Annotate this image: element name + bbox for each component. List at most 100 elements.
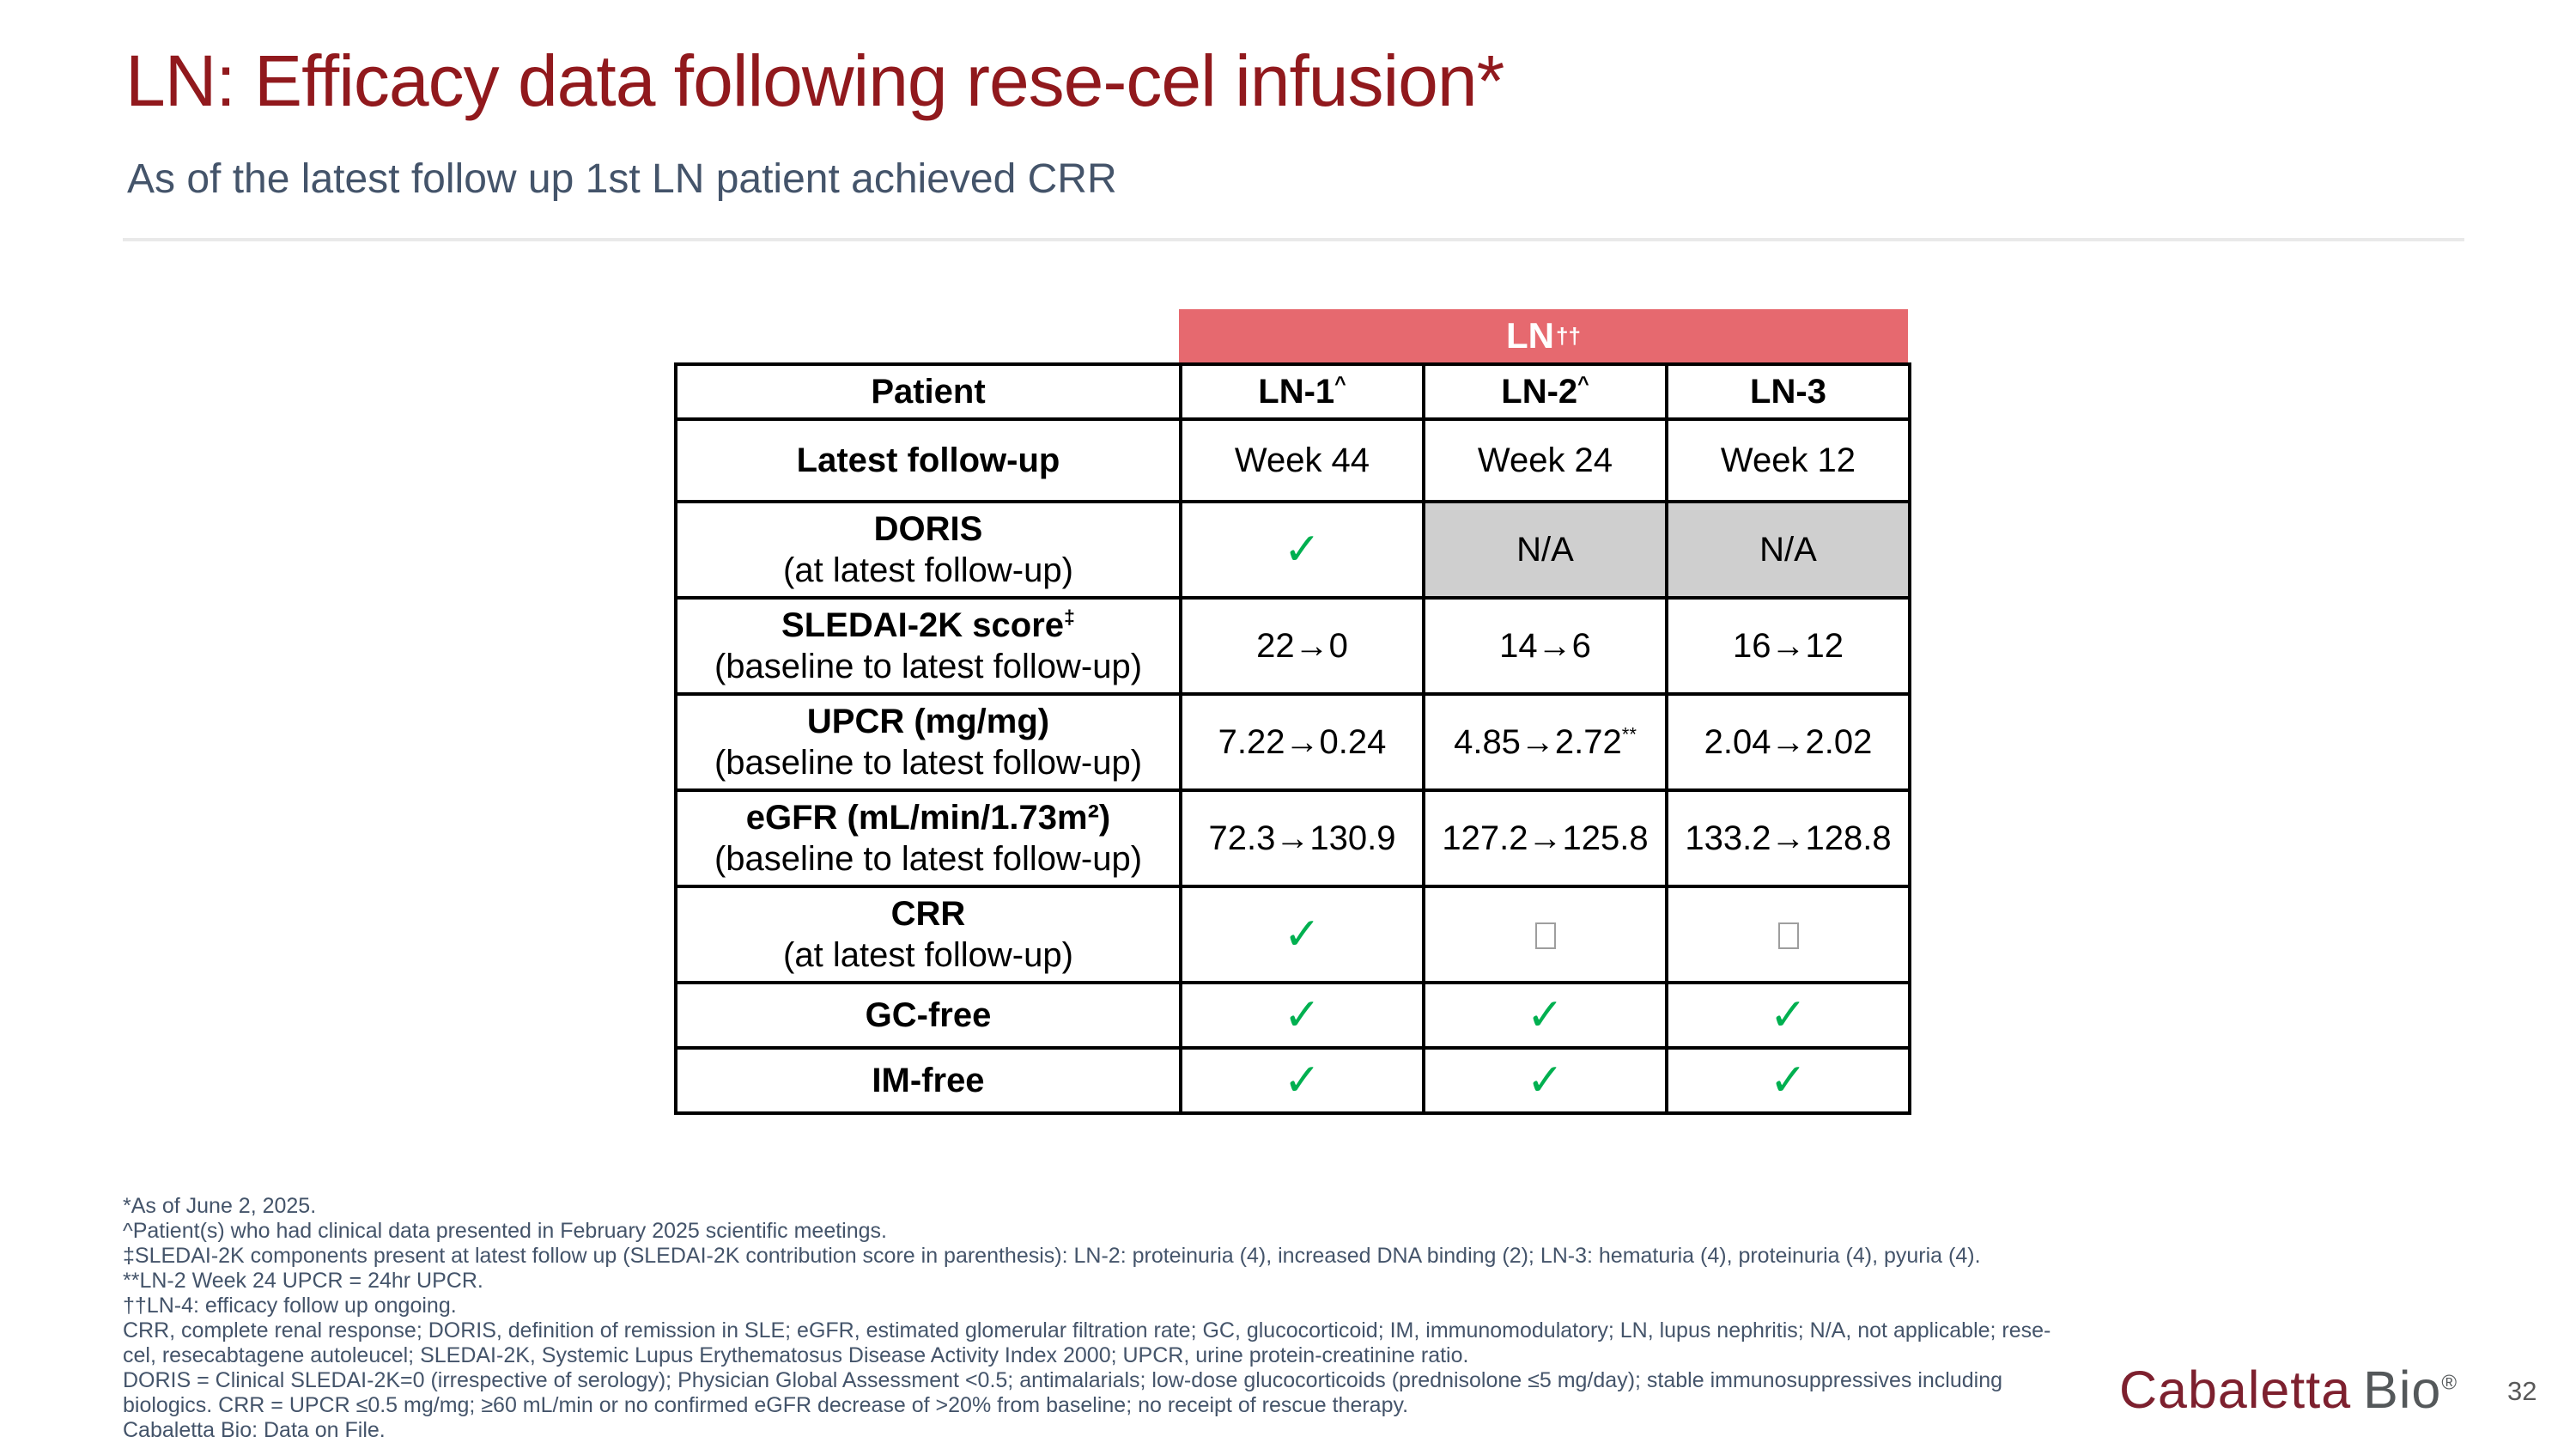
logo-text-cabaletta: Cabaletta (2119, 1361, 2352, 1419)
row-label-text: eGFR (mL/min/1.73m²) (745, 799, 1111, 837)
col-header-superscript: ^ (1577, 372, 1589, 395)
row-label-cell: GC-free (674, 981, 1182, 1050)
row-label-superscript: ‡ (1064, 606, 1075, 629)
row-label-cell: IM-free (674, 1046, 1182, 1115)
data-value: Week 44 (1234, 441, 1370, 479)
row-label: UPCR (mg/mg) (684, 701, 1172, 742)
footnote-line: ‡SLEDAI-2K components present at latest … (123, 1244, 1981, 1268)
row-label-text: SLEDAI-2K score (781, 606, 1065, 644)
data-value: 2.04→2.02 (1704, 722, 1873, 761)
table-row: IM-free ✓ ✓ ✓ (674, 1046, 1911, 1115)
data-cell: 133.2→128.8 (1665, 788, 1911, 888)
col-header-ln-2: LN-2^ (1422, 362, 1668, 421)
row-label-cell: SLEDAI-2K score‡ (baseline to latest foll… (674, 596, 1182, 696)
banner-label: LN (1506, 315, 1555, 356)
data-cell: ✓ (1179, 885, 1425, 984)
data-cell: 7.22→0.24 (1179, 692, 1425, 792)
row-label-text: DORIS (873, 510, 983, 548)
data-value: 22→0 (1256, 626, 1348, 665)
footnote-line: ††LN-4: efficacy follow up ongoing. (123, 1294, 457, 1318)
table-row: UPCR (mg/mg) (baseline to latest follow-u… (674, 692, 1911, 792)
table-row: DORIS (at latest follow-up) ✓ N/A N/A (674, 500, 1911, 600)
checkmark-icon: ✓ (1526, 989, 1564, 1041)
row-label-cell: DORIS (at latest follow-up) (674, 500, 1182, 600)
data-cell: 14→6 (1422, 596, 1668, 696)
footnote-line: **LN-2 Week 24 UPCR = 24hr UPCR. (123, 1269, 483, 1293)
col-header-label: LN-1 (1258, 372, 1335, 411)
col-header-superscript: ^ (1334, 372, 1346, 395)
col-header-label: LN-3 (1750, 372, 1826, 411)
table-row: Latest follow-up Week 44 Week 24 Week 12 (674, 417, 1911, 503)
footnotes: *As of June 2, 2025. ^Patient(s) who had … (123, 1194, 2050, 1443)
page-number: 32 (2507, 1376, 2537, 1406)
row-label: eGFR (mL/min/1.73m²) (684, 797, 1172, 838)
table-banner-ln: LN †† (1179, 309, 1908, 362)
footnote-line: cel, resecabtagene autoleucel; SLEDAI-2K… (123, 1343, 1469, 1367)
empty-box-icon (1534, 922, 1556, 950)
checkmark-icon: ✓ (1526, 1054, 1564, 1106)
row-label-text: GC-free (865, 996, 992, 1034)
data-cell: 127.2→125.8 (1422, 788, 1668, 888)
footnote-line: ^Patient(s) who had clinical data presen… (123, 1219, 887, 1243)
data-cell: 72.3→130.9 (1179, 788, 1425, 888)
data-value: 16→12 (1733, 626, 1844, 665)
data-value: 127.2→125.8 (1442, 819, 1649, 857)
data-value-superscript: ** (1621, 723, 1637, 746)
row-label-cell: eGFR (mL/min/1.73m²) (baseline to latest … (674, 788, 1182, 888)
row-sublabel: (baseline to latest follow-up) (714, 840, 1143, 878)
row-label-text: IM-free (872, 1062, 985, 1099)
logo-text-bio: Bio (2363, 1361, 2442, 1419)
na-cell: N/A (1422, 500, 1668, 600)
data-value: 72.3→130.9 (1208, 819, 1396, 857)
checkmark-icon: ✓ (1283, 523, 1321, 575)
data-cell: ✓ (1422, 981, 1668, 1050)
footnote-line: CRR, complete renal response; DORIS, def… (123, 1318, 2051, 1342)
data-cell: ✓ (1179, 500, 1425, 600)
cabaletta-bio-logo: Cabaletta Bio® (2119, 1360, 2458, 1420)
row-label-text: CRR (890, 895, 966, 933)
table-row: SLEDAI-2K score‡ (baseline to latest foll… (674, 596, 1911, 696)
table-row: eGFR (mL/min/1.73m²) (baseline to latest … (674, 788, 1911, 888)
row-sublabel: (at latest follow-up) (783, 551, 1073, 589)
footnote-line: *As of June 2, 2025. (123, 1194, 317, 1218)
footnote-line: DORIS = Clinical SLEDAI-2K=0 (irrespecti… (123, 1368, 2003, 1392)
row-sublabel: (at latest follow-up) (783, 936, 1073, 974)
na-cell: N/A (1665, 500, 1911, 600)
checkmark-icon: ✓ (1769, 1054, 1807, 1106)
data-value: 133.2→128.8 (1685, 819, 1892, 857)
data-cell: 22→0 (1179, 596, 1425, 696)
empty-box-icon (1777, 922, 1799, 950)
table-row: CRR (at latest follow-up) ✓ (674, 885, 1911, 984)
table-row: GC-free ✓ ✓ ✓ (674, 981, 1911, 1050)
col-header-ln-3: LN-3 (1665, 362, 1911, 421)
data-value: 4.85→2.72 (1454, 722, 1622, 761)
data-cell (1665, 885, 1911, 984)
row-label-cell: Latest follow-up (674, 417, 1182, 503)
data-value: Week 12 (1720, 441, 1856, 479)
row-label: SLEDAI-2K score‡ (684, 605, 1172, 646)
col-header-label: LN-2 (1501, 372, 1578, 411)
checkmark-icon: ✓ (1769, 989, 1807, 1041)
checkmark-icon: ✓ (1283, 1054, 1321, 1106)
row-sublabel: (baseline to latest follow-up) (714, 744, 1143, 782)
table-header-row: Patient LN-1^ LN-2^ LN-3 (674, 362, 1911, 421)
checkmark-icon: ✓ (1283, 908, 1321, 960)
row-label: CRR (684, 893, 1172, 935)
data-cell: Week 12 (1665, 417, 1911, 503)
data-cell: ✓ (1179, 981, 1425, 1050)
row-label-text: UPCR (mg/mg) (806, 703, 1050, 740)
data-cell: ✓ (1665, 981, 1911, 1050)
data-cell: 2.04→2.02 (1665, 692, 1911, 792)
data-cell: ✓ (1179, 1046, 1425, 1115)
row-label: IM-free (684, 1060, 1172, 1101)
row-label: Latest follow-up (684, 440, 1172, 481)
patient-data-table: Patient LN-1^ LN-2^ LN-3 Latest follow-up We… (674, 362, 1911, 1115)
row-label-cell: UPCR (mg/mg) (baseline to latest follow-u… (674, 692, 1182, 792)
data-value: 14→6 (1499, 626, 1591, 665)
registered-trademark-icon: ® (2441, 1371, 2458, 1395)
data-cell: 4.85→2.72** (1422, 692, 1668, 792)
data-cell: Week 24 (1422, 417, 1668, 503)
col-header-patient: Patient (674, 362, 1182, 421)
footnote-line: biologics. CRR = UPCR ≤0.5 mg/mg; ≥60 mL… (123, 1393, 1409, 1417)
